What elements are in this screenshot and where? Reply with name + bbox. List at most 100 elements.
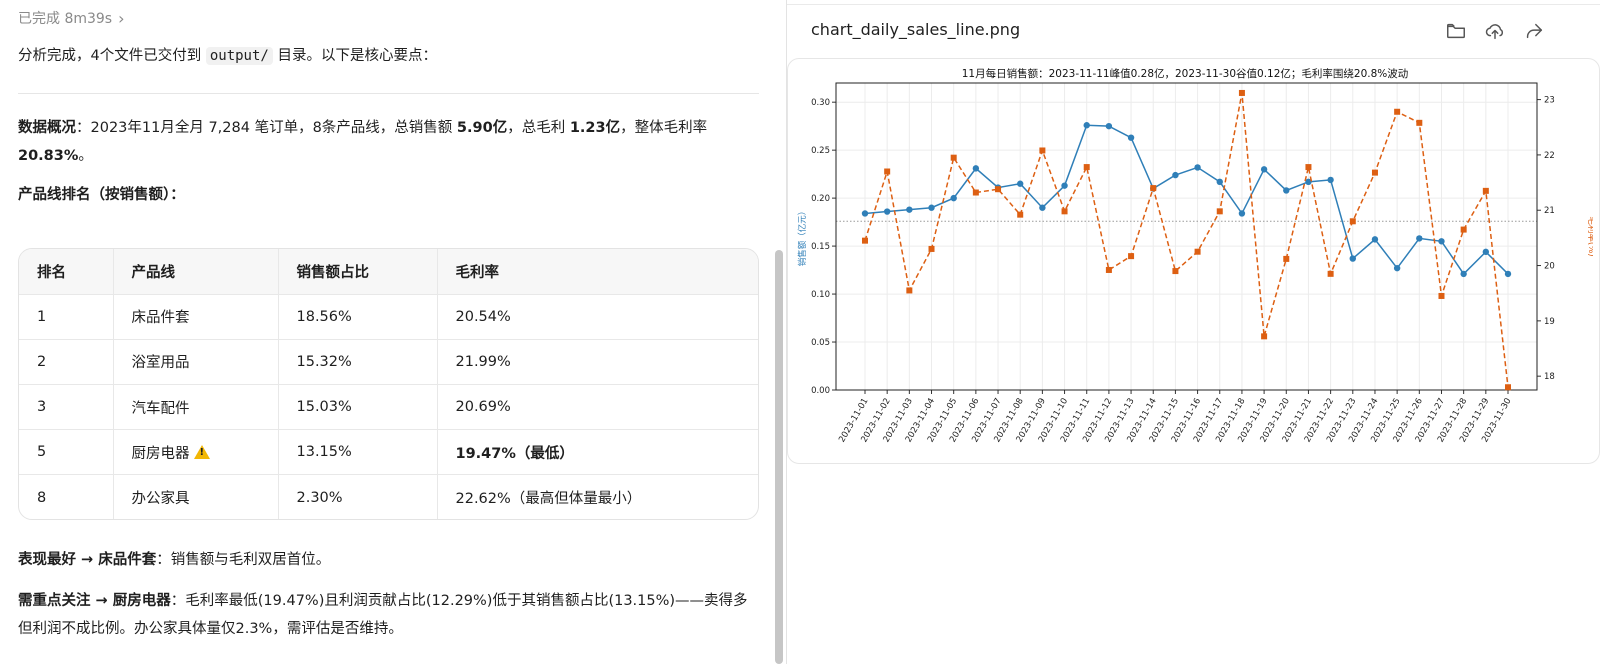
focus-text: ：毛利率最低(19.47%)且利润贡献占比(12.29%)低于其销售额占比(13… xyxy=(18,593,748,637)
cell-sales-share: 2.30% xyxy=(278,474,438,519)
cell-margin: 19.47%（最低） xyxy=(437,429,758,476)
sales-point xyxy=(1105,122,1113,130)
margin-point xyxy=(1150,185,1157,192)
best-paragraph: 表现最好 → 床品件套：销售额与毛利双居首位。 xyxy=(18,546,758,574)
margin-point xyxy=(1261,333,1268,340)
total-sales: 5.90亿 xyxy=(456,120,508,136)
sales-point xyxy=(950,194,957,202)
sales-point xyxy=(1371,236,1379,243)
panel-divider[interactable] xyxy=(786,0,787,664)
overview-text-1: ：2023年11月全月 7,284 笔订单，8条产品线，总销售额 xyxy=(76,120,457,136)
y-tick-label: 0.30 xyxy=(811,98,830,108)
margin-point xyxy=(972,189,979,196)
sales-point xyxy=(1039,204,1046,211)
total-profit: 1.23亿 xyxy=(569,120,621,136)
share-icon[interactable] xyxy=(1523,20,1545,42)
cell-rank: 1 xyxy=(19,294,114,340)
table-row: 5 厨房电器 13.15% 19.47%（最低） xyxy=(19,429,758,476)
file-preview-panel: chart_daily_sales_line.png xyxy=(787,0,1600,664)
margin-point xyxy=(1216,208,1223,215)
best-label: 表现最好 → 床品件套 xyxy=(18,552,157,568)
sales-point xyxy=(1438,238,1445,245)
scrollbar-thumb[interactable] xyxy=(775,250,783,664)
margin-point xyxy=(995,186,1002,193)
y-tick-label: 0.10 xyxy=(811,290,830,300)
sales-line xyxy=(864,124,1509,276)
margin-point xyxy=(1238,89,1245,96)
output-dir-code: output/ xyxy=(205,47,273,65)
focus-paragraph: 需重点关注 → 厨房电器：毛利率最低(19.47%)且利润贡献占比(12.29%… xyxy=(18,587,758,643)
margin-point xyxy=(1172,268,1179,275)
file-name: chart_daily_sales_line.png xyxy=(811,20,1021,39)
margin-point xyxy=(1349,218,1356,225)
overview-text-4: 。 xyxy=(78,148,93,164)
margin-point xyxy=(928,245,935,252)
overview-paragraph: 数据概况：2023年11月全月 7,284 笔订单，8条产品线，总销售额 5.9… xyxy=(18,114,758,170)
y-tick-label: 0.00 xyxy=(811,386,830,396)
margin-line xyxy=(864,92,1509,388)
sales-point xyxy=(928,204,935,211)
plot-frame xyxy=(835,82,1538,391)
margin-point xyxy=(1460,226,1467,233)
product-line-name: 厨房电器 xyxy=(131,445,190,462)
margin-point xyxy=(884,168,891,175)
sales-point xyxy=(1349,255,1356,262)
focus-label: 需重点关注 → 厨房电器 xyxy=(18,593,171,609)
task-status[interactable]: 已完成 8m39s › xyxy=(18,8,125,28)
sales-point xyxy=(1504,270,1512,278)
upload-icon[interactable] xyxy=(1484,20,1506,42)
sales-point xyxy=(1061,182,1068,189)
warning-icon xyxy=(193,444,210,459)
cell-margin: 20.69% xyxy=(437,384,758,431)
margin-point xyxy=(1283,255,1290,262)
table-row: 1 床品件套 18.56% 20.54% xyxy=(19,294,758,340)
y2-tick-label: 18 xyxy=(1544,372,1555,382)
lowest-margin: 19.47%（最低） xyxy=(455,445,574,462)
margin-point xyxy=(862,237,868,244)
cell-margin: 21.99% xyxy=(437,339,758,386)
margin-point xyxy=(1394,108,1401,115)
margin-point xyxy=(1438,292,1445,299)
chevron-right-icon[interactable]: › xyxy=(118,8,125,28)
margin-point xyxy=(1061,208,1068,215)
margin-point xyxy=(1017,211,1024,218)
y2-axis-label: 毛利率(%) xyxy=(1586,216,1593,256)
overview-text-2: ，总毛利 xyxy=(507,120,570,136)
cell-product-line: 床品件套 xyxy=(113,294,279,340)
cell-rank: 3 xyxy=(19,384,114,431)
chat-panel: 已完成 8m39s › 分析完成，4个文件已交付到 output/ 目录。以下是… xyxy=(0,0,786,664)
ranking-table: 排名 产品线 销售额占比 毛利率 1 床品件套 18.56% 20.54% 2 … xyxy=(18,248,759,520)
sales-point xyxy=(1283,187,1290,194)
sales-point xyxy=(972,165,980,172)
sales-point xyxy=(861,210,869,217)
y2-tick-label: 21 xyxy=(1544,206,1555,216)
margin-point xyxy=(1194,248,1201,255)
cell-rank: 8 xyxy=(19,474,114,519)
margin-point xyxy=(1327,270,1334,277)
margin-point xyxy=(1416,119,1423,126)
cell-product-line: 厨房电器 xyxy=(113,429,279,476)
margin-point xyxy=(1305,164,1312,171)
sales-point xyxy=(1416,235,1423,242)
y-tick-label: 0.15 xyxy=(811,242,830,252)
ranking-title: 产品线排名（按销售额）： xyxy=(18,181,758,209)
y2-tick-label: 22 xyxy=(1544,151,1555,161)
cell-margin: 22.62%（最高但体量最小） xyxy=(455,491,642,508)
ranking-title-text: 产品线排名（按销售额）： xyxy=(18,187,185,203)
y2-tick-label: 19 xyxy=(1544,317,1555,327)
intro-text: 分析完成，4个文件已交付到 xyxy=(18,48,206,64)
sales-point xyxy=(1172,171,1179,179)
header-product-line: 产品线 xyxy=(113,249,279,295)
intro-text-end: 目录。以下是核心要点： xyxy=(272,48,437,64)
y-tick-label: 0.25 xyxy=(811,146,830,156)
sales-point xyxy=(883,208,891,215)
cell-sales-share: 13.15% xyxy=(278,429,438,476)
sales-point xyxy=(1393,264,1401,272)
image-preview-card xyxy=(787,58,1600,464)
cell-product-line: 办公家具 xyxy=(113,474,279,519)
overview-text-3: ，整体毛利率 xyxy=(620,120,708,136)
cell-sales-share: 15.32% xyxy=(278,339,438,386)
y-tick-label: 0.05 xyxy=(811,338,830,348)
folder-icon[interactable] xyxy=(1445,20,1467,42)
header-rank: 排名 xyxy=(19,249,114,295)
